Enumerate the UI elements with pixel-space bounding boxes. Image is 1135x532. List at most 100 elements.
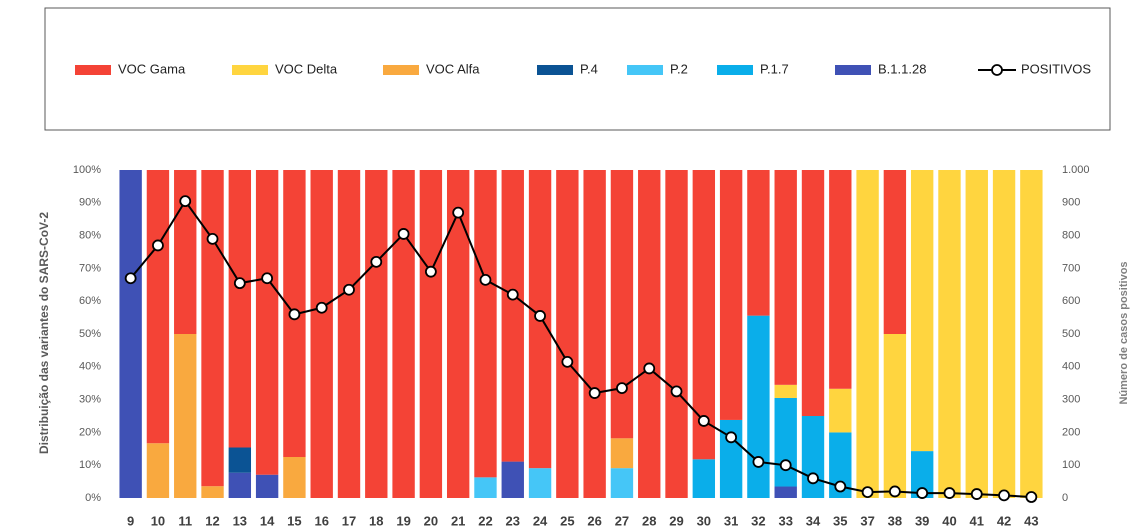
legend-swatch	[232, 65, 268, 75]
y-tick-label: 20%	[79, 426, 101, 438]
legend-swatch	[717, 65, 753, 75]
y-tick-label: 100%	[73, 164, 101, 176]
line-marker	[506, 288, 519, 301]
x-tick-label: 20	[424, 513, 438, 528]
bar-segment	[829, 388, 852, 433]
x-tick-label: 43	[1024, 513, 1038, 528]
line-marker	[315, 301, 328, 314]
bar-segment	[747, 170, 770, 316]
bar-segment	[938, 170, 961, 498]
legend-label: VOC Alfa	[426, 61, 480, 76]
bar-segment	[774, 170, 797, 385]
line-marker	[943, 487, 956, 499]
line-marker	[916, 487, 929, 499]
y2-tick-label: 900	[1062, 197, 1080, 209]
bar-segment	[201, 486, 224, 498]
x-tick-label: 32	[751, 513, 765, 528]
bar-segment	[1020, 170, 1043, 498]
line-marker	[288, 308, 301, 321]
y-tick-label: 10%	[79, 459, 101, 471]
line-marker	[670, 385, 683, 398]
line-marker	[561, 355, 574, 368]
y-tick-label: 50%	[79, 328, 101, 340]
y2-tick-label: 100	[1062, 459, 1080, 471]
bar-segment	[883, 334, 907, 498]
line-marker	[616, 382, 628, 395]
bar-segment	[692, 170, 716, 460]
bar-segment	[146, 443, 170, 498]
bar-segment	[910, 170, 934, 452]
line-marker	[998, 489, 1010, 502]
bar-segment	[883, 170, 907, 334]
line-marker	[834, 480, 847, 493]
y2-tick-label: 500	[1062, 328, 1080, 340]
line-marker	[725, 431, 738, 444]
bar-segment	[174, 334, 197, 498]
bar-segment	[446, 170, 470, 498]
line-marker	[697, 415, 710, 427]
x-tick-label: 39	[915, 513, 929, 528]
y2-axis-label: Número de casos positivos	[1118, 261, 1130, 404]
y-tick-label: 90%	[79, 197, 101, 209]
x-tick-label: 25	[560, 513, 574, 528]
line-marker	[1025, 491, 1038, 503]
bar-segment	[665, 170, 688, 498]
x-tick-label: 41	[970, 513, 984, 528]
x-tick-label: 33	[778, 513, 792, 528]
bar-segment	[774, 384, 797, 398]
y-tick-label: 0%	[85, 492, 101, 504]
line-marker	[397, 228, 410, 240]
line-marker	[888, 485, 901, 498]
bar-segment	[501, 461, 524, 498]
x-tick-label: 15	[287, 513, 301, 528]
bar-segment	[228, 170, 252, 448]
x-tick-label: 12	[205, 513, 219, 528]
bar-segment	[174, 170, 197, 334]
x-tick-label: 29	[669, 513, 683, 528]
bar-segment	[692, 459, 716, 498]
legend-box	[44, 7, 1111, 131]
x-tick-label: 35	[833, 513, 847, 528]
line-marker	[752, 456, 765, 468]
line-marker	[588, 387, 601, 399]
bar-segment	[610, 438, 634, 469]
bar-segment	[829, 170, 852, 389]
x-tick-label: 26	[587, 513, 601, 528]
x-tick-label: 10	[151, 513, 165, 528]
line-marker	[179, 195, 192, 208]
bar-segment	[856, 170, 879, 498]
bar-segment	[255, 170, 279, 475]
legend-label: VOC Delta	[275, 61, 338, 76]
x-tick-label: 23	[506, 513, 520, 528]
x-tick-label: 28	[642, 513, 656, 528]
x-tick-label: 38	[888, 513, 902, 528]
x-tick-label: 30	[697, 513, 711, 528]
line-marker	[370, 255, 383, 268]
bar-segment	[119, 170, 142, 498]
y2-tick-label: 200	[1062, 426, 1080, 438]
bar-segment	[310, 170, 333, 498]
legend-swatch	[75, 65, 111, 75]
bar-segment	[392, 170, 415, 498]
legend-label: P.1.7	[760, 61, 789, 76]
y2-tick-label: 300	[1062, 394, 1080, 406]
x-tick-label: 24	[533, 513, 548, 528]
x-tick-label: 13	[233, 513, 247, 528]
line	[129, 199, 1032, 499]
bar-segment	[501, 170, 524, 462]
line-marker	[534, 310, 546, 322]
line-marker	[261, 272, 274, 285]
line-marker	[424, 265, 437, 278]
legend-swatch	[835, 65, 871, 75]
x-tick-label: 37	[860, 513, 874, 528]
bar-segment	[583, 170, 606, 498]
line-marker	[970, 488, 983, 500]
line-marker	[233, 277, 246, 290]
bar-segment	[801, 416, 825, 498]
bar-segment	[965, 170, 988, 498]
y2-tick-label: 0	[1062, 492, 1068, 504]
x-tick-label: 21	[451, 513, 465, 528]
x-tick-label: 14	[260, 513, 275, 528]
x-tick-label: 40	[942, 513, 956, 528]
x-tick-label: 19	[396, 513, 410, 528]
